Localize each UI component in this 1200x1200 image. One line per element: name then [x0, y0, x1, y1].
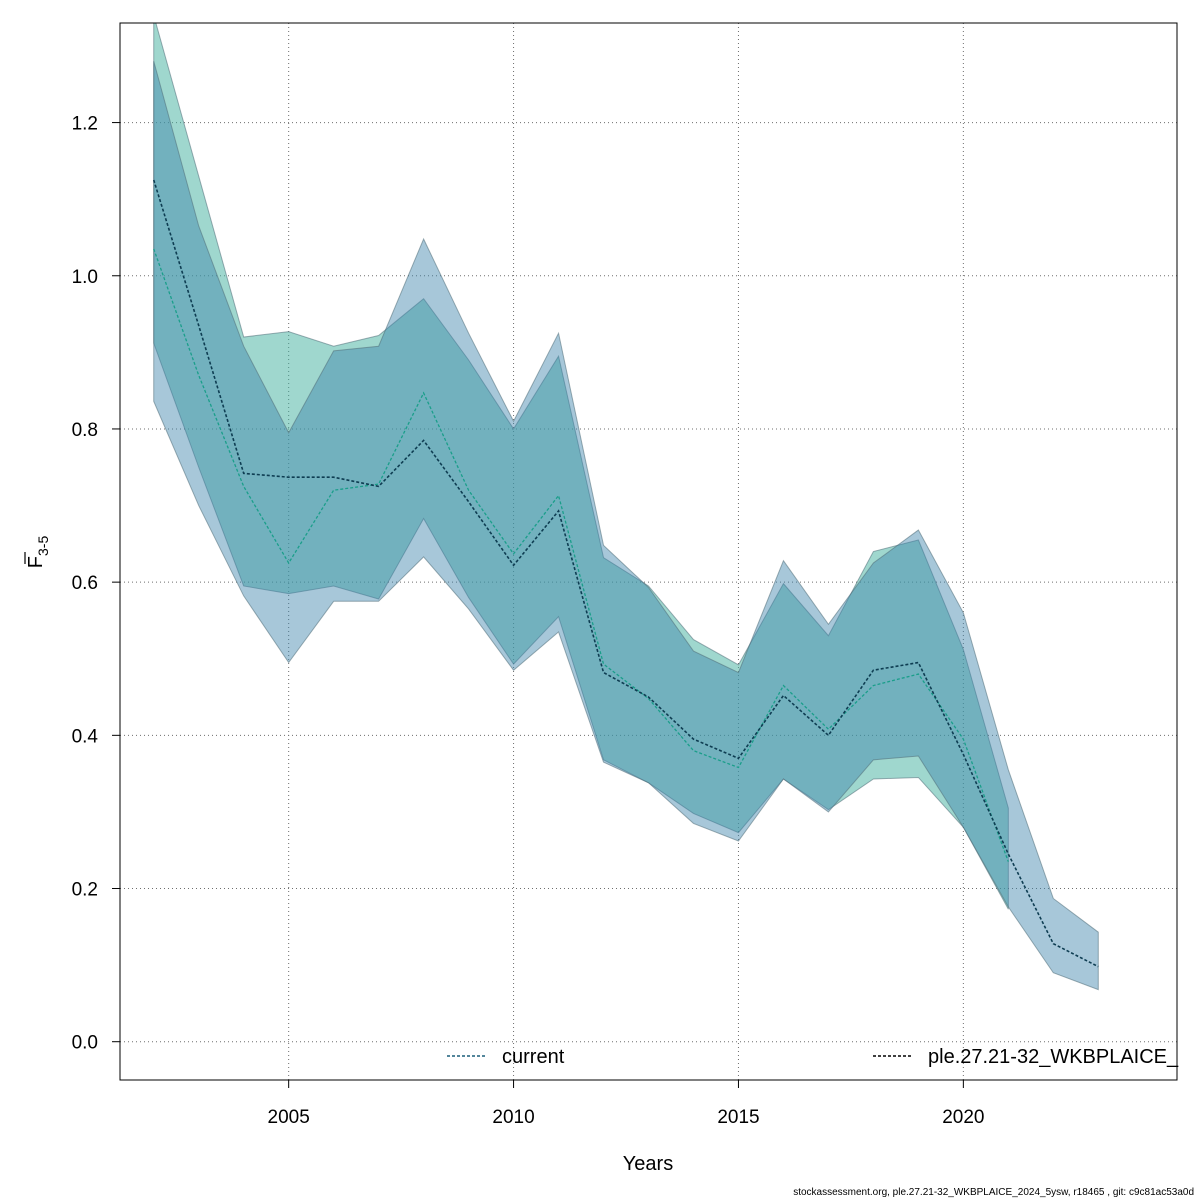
confidence-band-series-2 [153, 61, 1099, 991]
svg-text:F3-5: F3-5 [25, 536, 51, 569]
x-tick-label: 2005 [268, 1107, 310, 1128]
x-tick-label: 2010 [492, 1107, 534, 1128]
confidence-bands [153, 23, 1099, 991]
y-tick-label: 0.4 [72, 726, 99, 747]
footer-note: stockassessment.org, ple.27.21-32_WKBPLA… [793, 1187, 1194, 1198]
axes: 2005 2010 2015 2020 0.0 0.2 0.4 0.6 0.8 1.0 1.2 [72, 114, 985, 1128]
series-lines [152, 179, 1099, 968]
y-axis-title-main: F [25, 556, 47, 568]
confidence-band-series-1 [153, 23, 1009, 910]
x-tick-label: 2020 [942, 1107, 984, 1128]
estimate-line-series-1 [153, 248, 1009, 862]
y-tick-label: 0.0 [72, 1033, 98, 1054]
y-axis-title-subscript: 3-5 [35, 536, 51, 556]
y-tick-label: 0.8 [72, 420, 98, 441]
legend-label-current: current [502, 1046, 565, 1068]
plot-frame [119, 22, 1178, 1081]
x-axis-title: Years [623, 1153, 673, 1175]
grid-lines [120, 23, 1177, 1080]
legend: current ple.27.21-32_WKBPLAICE_ [447, 1046, 1179, 1068]
y-tick-label: 1.2 [72, 114, 98, 135]
legend-label-ple: ple.27.21-32_WKBPLAICE_ [928, 1046, 1179, 1068]
y-tick-label: 0.6 [72, 573, 98, 594]
y-axis-title: F3-5 [24, 536, 51, 569]
y-tick-label: 0.2 [72, 880, 98, 901]
x-tick-label: 2015 [717, 1107, 759, 1128]
y-tick-label: 1.0 [72, 267, 98, 288]
